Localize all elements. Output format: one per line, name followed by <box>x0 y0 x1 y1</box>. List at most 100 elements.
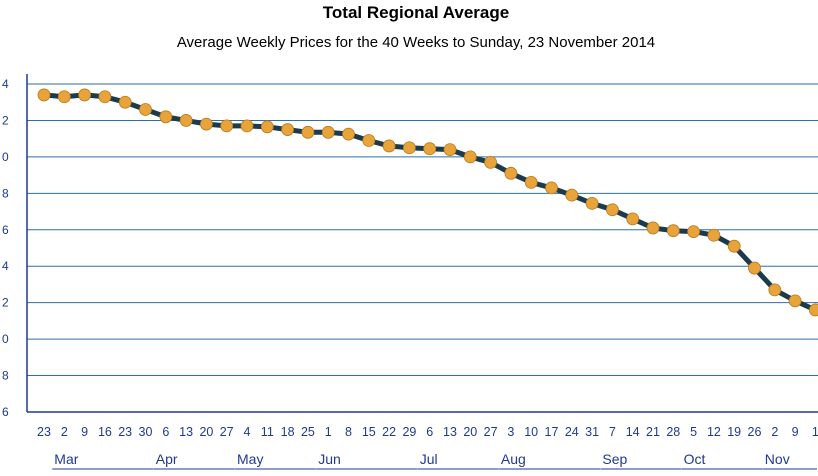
data-point <box>687 225 700 239</box>
x-axis-day-labels: 23 2 9 16 23 30 6 13 20 27 4 11 18 25 1 8 15 22 29 6 13 20 27 3… <box>37 425 818 439</box>
x-tick-label: 10 <box>524 425 538 439</box>
x-tick-label: 13 <box>179 425 193 439</box>
x-tick-label: 1 <box>812 425 818 439</box>
data-point <box>402 141 416 155</box>
series-markers <box>37 88 818 317</box>
data-point <box>382 139 396 153</box>
x-tick-label: 13 <box>443 425 457 439</box>
x-tick-label: 22 <box>382 425 396 439</box>
y-tick-label: 2 <box>2 113 9 127</box>
data-point <box>199 117 213 131</box>
x-tick-label: 16 <box>98 425 112 439</box>
data-point <box>37 88 51 102</box>
x-tick-label: 20 <box>199 425 213 439</box>
x-tick-label: 31 <box>585 425 599 439</box>
y-tick-label: 4 <box>2 77 9 91</box>
y-axis-ticks: 4 2 0 8 6 4 2 0 8 6 <box>2 77 9 419</box>
data-point <box>139 103 152 116</box>
data-point <box>281 123 295 136</box>
data-point <box>78 88 91 102</box>
data-point <box>260 120 274 134</box>
x-tick-label: 1 <box>325 425 332 439</box>
y-tick-label: 6 <box>2 223 9 237</box>
x-tick-label: 23 <box>37 425 51 439</box>
data-point <box>606 203 619 217</box>
x-month-label: Oct <box>684 451 706 467</box>
data-point <box>504 166 518 180</box>
data-point <box>788 294 802 308</box>
y-tick-label: 8 <box>2 369 9 383</box>
y-tick-label: 0 <box>2 332 9 346</box>
series-line <box>41 92 818 313</box>
y-tick-label: 8 <box>2 186 9 200</box>
data-point <box>240 119 254 133</box>
gridlines <box>27 83 818 377</box>
data-point <box>666 224 680 238</box>
x-tick-label: 23 <box>118 425 132 439</box>
x-tick-label: 14 <box>626 425 640 439</box>
data-point <box>524 175 538 189</box>
data-point <box>626 212 640 226</box>
data-point <box>98 90 112 104</box>
x-tick-label: 18 <box>281 425 295 439</box>
data-point <box>57 90 71 104</box>
x-tick-label: 3 <box>507 425 514 439</box>
x-tick-label: 27 <box>220 425 234 439</box>
x-month-label: Aug <box>501 451 526 467</box>
data-point <box>768 283 782 297</box>
data-point <box>159 110 173 124</box>
data-point <box>545 181 558 195</box>
data-point <box>220 119 234 133</box>
data-point <box>646 221 660 235</box>
x-tick-label: 21 <box>646 425 660 439</box>
data-point <box>727 239 741 253</box>
x-month-label: Mar <box>54 451 78 467</box>
data-point <box>463 150 477 164</box>
x-tick-label: 9 <box>81 425 88 439</box>
data-point <box>707 228 721 242</box>
y-tick-label: 2 <box>2 296 9 310</box>
y-tick-label: 0 <box>2 150 9 164</box>
x-tick-label: 4 <box>244 425 251 439</box>
x-month-label: May <box>237 451 263 467</box>
x-tick-label: 11 <box>261 425 274 439</box>
x-month-label: Jul <box>420 451 438 467</box>
chart-title: Total Regional Average <box>322 3 510 22</box>
x-tick-label: 9 <box>792 425 799 439</box>
x-month-label: Nov <box>765 451 790 467</box>
x-tick-label: 12 <box>707 425 721 439</box>
data-point <box>443 143 457 157</box>
chart-subtitle: Average Weekly Prices for the 40 Weeks t… <box>176 34 656 51</box>
data-point <box>342 127 355 141</box>
data-point <box>748 261 761 275</box>
data-point <box>321 125 335 139</box>
data-point <box>565 188 579 202</box>
x-tick-label: 17 <box>545 425 559 439</box>
x-tick-label: 2 <box>61 425 68 439</box>
x-tick-label: 26 <box>748 425 762 439</box>
x-tick-label: 27 <box>484 425 498 439</box>
x-axis-month-labels: Mar Apr May Jun Jul Aug Sep Oct Nov <box>52 451 817 470</box>
x-month-label: Apr <box>156 451 178 467</box>
y-tick-label: 6 <box>2 405 9 419</box>
y-tick-label: 4 <box>2 259 9 273</box>
x-month-label: Jun <box>318 451 341 467</box>
x-tick-label: 2 <box>771 425 778 439</box>
x-tick-label: 8 <box>345 425 352 439</box>
x-tick-label: 6 <box>426 425 433 439</box>
data-point <box>179 114 193 127</box>
x-tick-label: 29 <box>402 425 416 439</box>
x-tick-label: 7 <box>609 425 616 439</box>
data-point <box>118 95 132 109</box>
data-point <box>362 134 376 147</box>
data-point <box>585 196 599 210</box>
data-point <box>809 303 818 317</box>
x-tick-label: 6 <box>162 425 169 439</box>
x-month-label: Sep <box>602 451 627 467</box>
data-point <box>484 155 498 169</box>
x-tick-label: 20 <box>463 425 477 439</box>
x-tick-label: 15 <box>362 425 376 439</box>
x-tick-label: 24 <box>565 425 579 439</box>
x-tick-label: 28 <box>666 425 680 439</box>
